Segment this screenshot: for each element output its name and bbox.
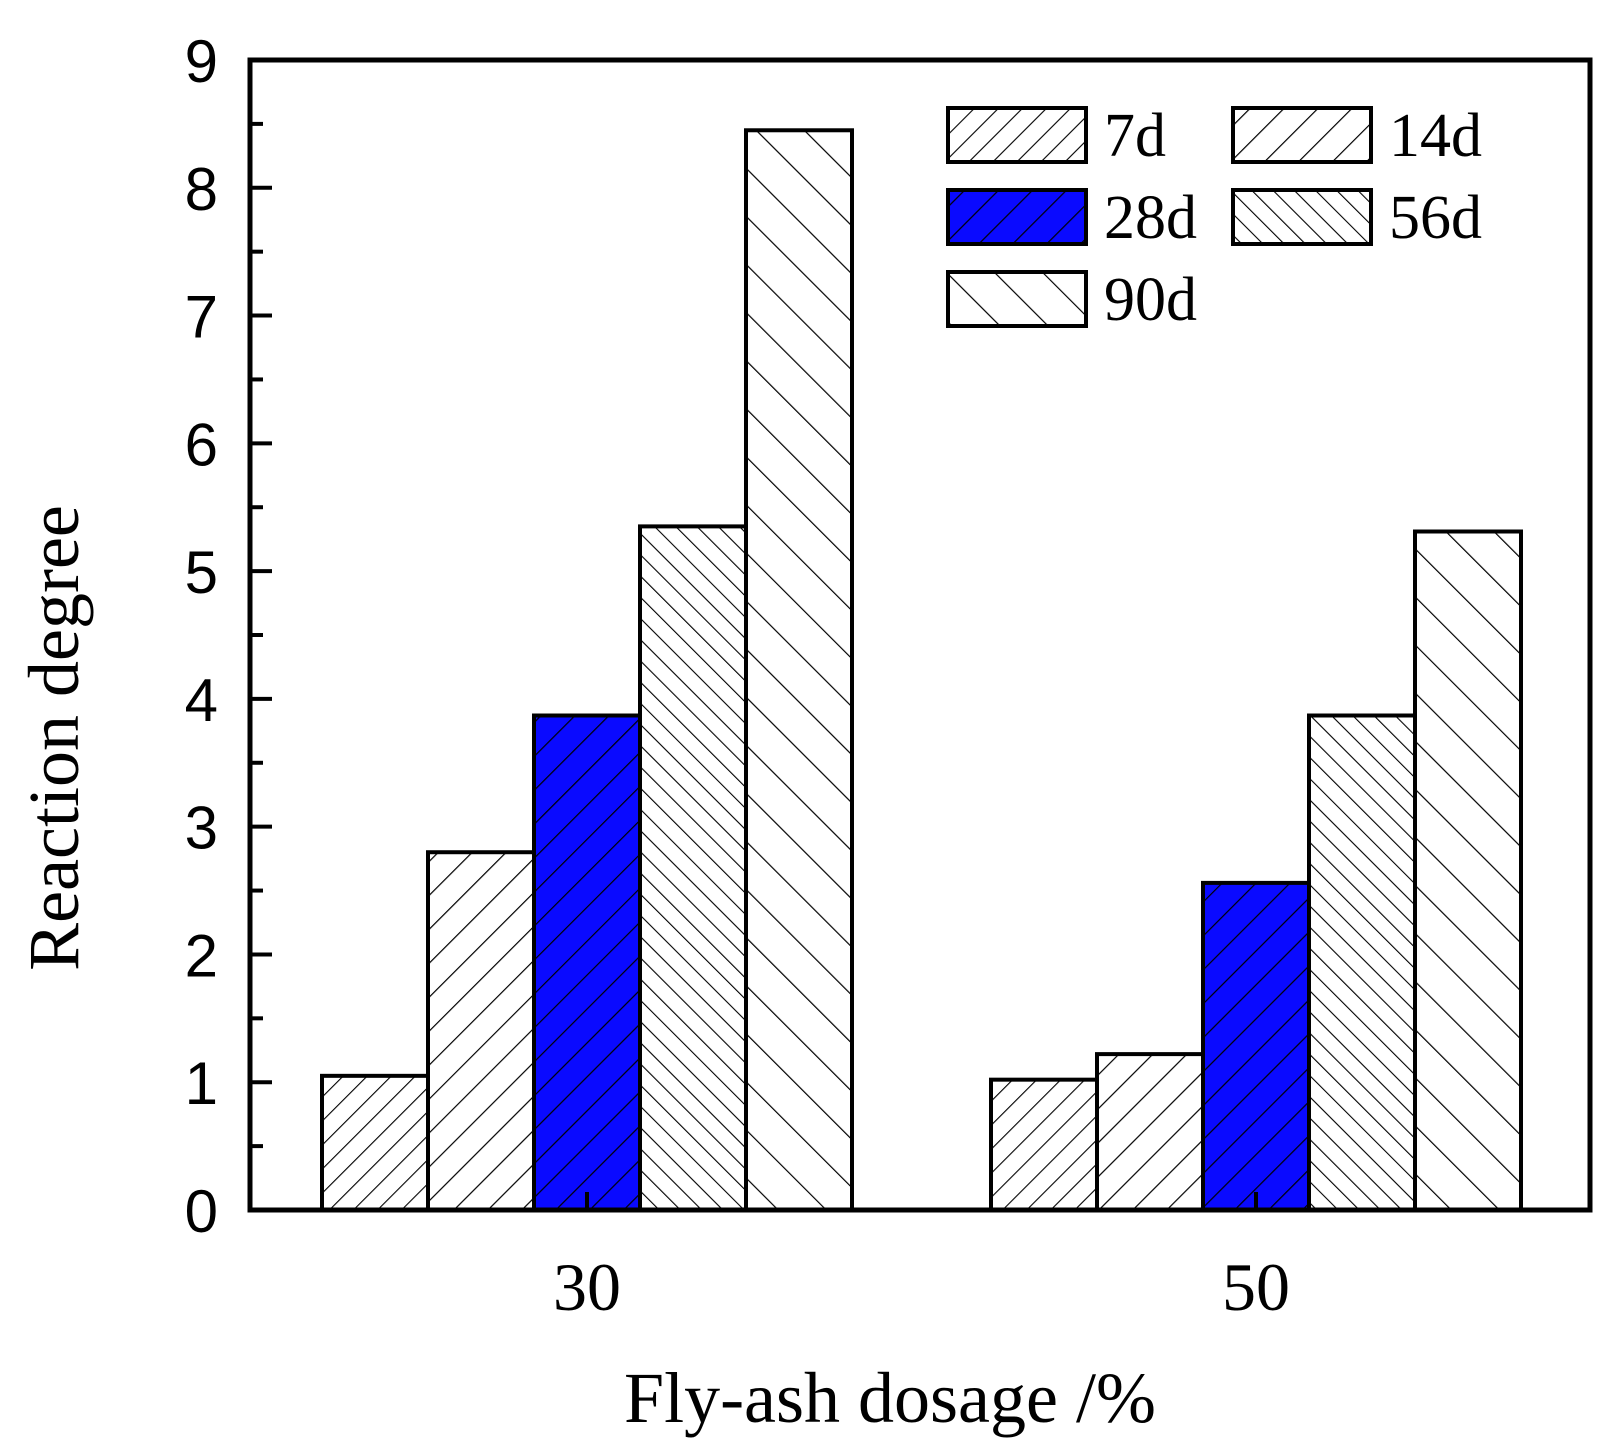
bar-7d-30 — [320, 1073, 430, 1213]
legend-label: 14d — [1389, 102, 1482, 170]
legend-item: 90d — [946, 266, 1197, 334]
legend-label: 28d — [1104, 184, 1197, 252]
legend-swatch — [946, 188, 1088, 246]
legend-swatch — [1231, 188, 1373, 246]
y-tick-label: 4 — [185, 667, 218, 734]
bar-56d-30 — [638, 524, 748, 1212]
x-axis-label: Fly-ash dosage /% — [624, 1358, 1156, 1438]
legend-swatch — [946, 106, 1088, 164]
legend-item: 14d — [1231, 102, 1482, 170]
legend-label: 56d — [1389, 184, 1482, 252]
y-tick-label: 2 — [185, 922, 218, 989]
legend-item: 7d — [946, 102, 1166, 170]
legend-label: 90d — [1104, 266, 1197, 334]
bar-28d-50 — [1201, 880, 1311, 1213]
y-tick-label: 8 — [185, 156, 218, 223]
legend-swatch — [946, 270, 1088, 328]
x-axis: 30 50 — [553, 1192, 1290, 1325]
y-tick-label: 7 — [185, 284, 218, 351]
bars-layer — [320, 128, 1523, 1213]
bar-90d-50 — [1413, 529, 1523, 1212]
y-tick-label: 9 — [185, 28, 218, 95]
bar-7d-50 — [989, 1077, 1099, 1212]
bar-28d-30 — [532, 713, 642, 1212]
y-tick-label: 6 — [185, 411, 218, 478]
legend-swatch — [1231, 106, 1373, 164]
y-tick-label: 1 — [185, 1050, 218, 1117]
bar-14d-50 — [1095, 1052, 1205, 1212]
legend-item: 56d — [1231, 184, 1482, 252]
bar-56d-50 — [1307, 713, 1417, 1212]
y-tick-label: 0 — [185, 1178, 218, 1245]
legend: 7d 14d 28d 56d 90d — [946, 102, 1482, 334]
x-tick-label: 30 — [553, 1249, 621, 1325]
bar-90d-30 — [744, 128, 854, 1212]
legend-label: 7d — [1104, 102, 1166, 170]
x-tick-label: 50 — [1222, 1249, 1290, 1325]
y-tick-label: 5 — [185, 539, 218, 606]
legend-item: 28d — [946, 184, 1197, 252]
y-axis-label: Reaction degree — [14, 505, 94, 971]
bar-14d-30 — [426, 850, 536, 1212]
y-axis: 0 1 2 3 4 5 6 7 8 9 — [185, 28, 272, 1245]
y-tick-label: 3 — [185, 795, 218, 862]
